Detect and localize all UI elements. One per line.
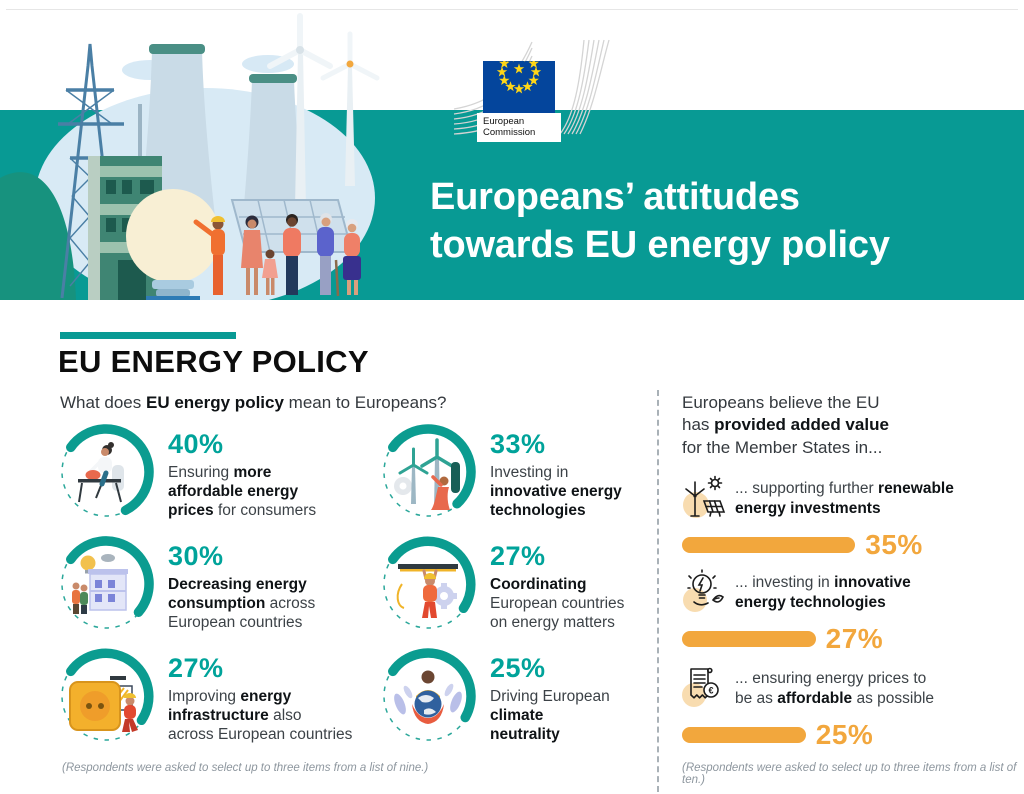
stat-ring — [383, 424, 476, 517]
stat-decreasing-consumption: 30% Decreasing energy consumption across… — [58, 536, 380, 648]
stat-ring — [61, 424, 154, 517]
energy-bill-icon: € — [682, 667, 719, 707]
added-value-text: ... ensuring energy prices to be as affo… — [735, 670, 935, 708]
stats-grid: 40% Ensuring more affordable energy pric… — [58, 424, 662, 760]
consumer-at-desk-icon — [78, 442, 124, 503]
added-value-text: ... investing in innovative energy techn… — [735, 574, 911, 612]
bar-percentage: 27% — [825, 623, 884, 654]
svg-text:€: € — [708, 686, 713, 696]
stat-climate-neutrality: 25% Driving European climate neutrality — [380, 648, 662, 760]
stat-description: Coordinating European countries on energ… — [490, 576, 625, 632]
added-value-intro: Europeans believe the EU has provided ad… — [682, 393, 889, 457]
dashed-divider — [657, 390, 659, 792]
stat-innovative-technologies: 33% Investing in innovative energy techn… — [380, 424, 662, 536]
added-value-item-affordable: € ... ensuring energy prices to be as af… — [682, 664, 1024, 751]
stat-percentage: 40% — [168, 429, 224, 459]
eu-flag — [483, 51, 555, 113]
stat-percentage: 25% — [490, 653, 546, 683]
european-commission-logo: European Commission — [450, 34, 616, 146]
logo-line2: Commission — [483, 127, 536, 139]
stat-percentage: 27% — [490, 541, 546, 571]
stat-description: Driving European climate neutrality — [490, 688, 610, 744]
logo-line1: European — [483, 116, 525, 127]
stat-description: Investing in innovative energy technolog… — [490, 464, 622, 520]
innovative-bulb-icon — [683, 569, 725, 612]
stat-percentage: 30% — [168, 541, 224, 571]
climate-globe-icon — [394, 670, 462, 724]
added-value-text: ... supporting further renewable energy … — [735, 480, 954, 518]
commission-wordmark: European Commission — [477, 113, 561, 142]
coordination-icon — [396, 564, 458, 618]
footnote-right: (Respondents were asked to select up to … — [682, 762, 1017, 786]
stat-coordinating-countries: 27% Coordinating European countries on e… — [380, 536, 662, 648]
people-group — [193, 213, 361, 297]
stat-description: Improving energy infrastructure also acr… — [168, 688, 353, 744]
house-energy-icon — [72, 554, 128, 614]
section-accent-bar — [60, 332, 236, 339]
energy-hero-illustration — [0, 13, 380, 300]
added-value-item-renewables: ... supporting further renewable energy … — [682, 474, 1024, 561]
section-heading: EU ENERGY POLICY — [58, 344, 369, 379]
stat-ring — [383, 536, 476, 629]
stat-ring — [61, 648, 154, 741]
stat-affordable-prices: 40% Ensuring more affordable energy pric… — [58, 424, 380, 536]
stat-description: Decreasing energy consumption across Eur… — [168, 576, 316, 632]
wind-turbines — [267, 13, 380, 208]
wind-turbines-icon — [394, 438, 460, 510]
stat-percentage: 27% — [168, 653, 224, 683]
percentage-bar — [682, 537, 856, 553]
footnote-left: (Respondents were asked to select up to … — [62, 762, 429, 774]
percentage-bar — [682, 631, 816, 647]
bar-percentage: 35% — [865, 529, 923, 560]
stat-energy-infrastructure: 27% Improving energy infrastructure also… — [58, 648, 380, 760]
light-bulb — [126, 189, 220, 300]
stat-ring — [383, 648, 476, 741]
stat-percentage: 33% — [490, 429, 546, 459]
added-value-item-innovation: ... investing in innovative energy techn… — [682, 568, 1024, 655]
page-title: Europeans’ attitudes towards EU energy p… — [430, 176, 890, 266]
section-question: What does EU energy policy mean to Europ… — [60, 393, 447, 412]
page-edge-line — [6, 9, 1018, 10]
percentage-bar — [682, 727, 806, 743]
stat-ring — [61, 536, 154, 629]
power-socket-icon — [69, 676, 138, 732]
renewable-energy-icon — [683, 475, 726, 518]
stat-description: Ensuring more affordable energy prices f… — [168, 464, 317, 520]
bar-percentage: 25% — [815, 719, 874, 750]
